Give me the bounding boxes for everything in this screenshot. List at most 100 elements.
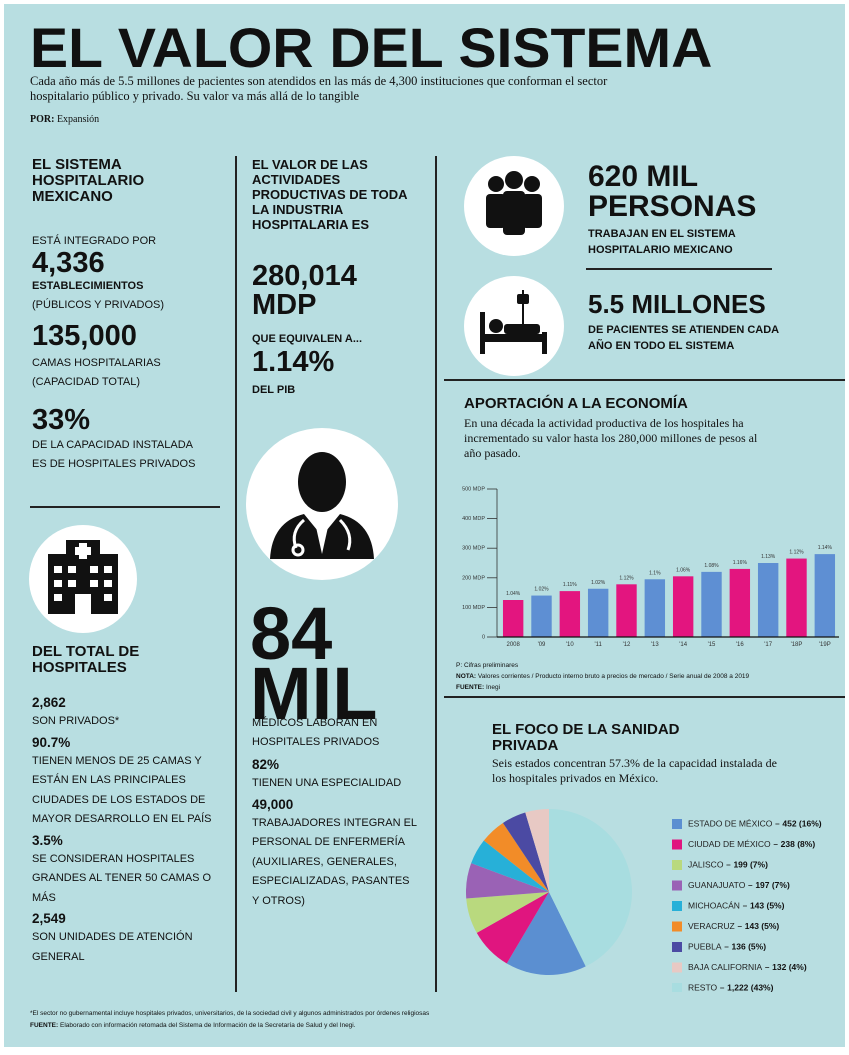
- infographic: EL VALOR DEL SISTEMA Cada año más de 5.5…: [4, 4, 845, 1047]
- legend-label: ESTADO DE MÉXICO: [688, 818, 773, 828]
- legend-swatch: [672, 983, 682, 992]
- section-divider: [444, 696, 845, 698]
- chart-subtitle: Seis estados concentran 57.3% de la capa…: [492, 756, 777, 785]
- legend-value: 1,222 (43%): [727, 982, 773, 992]
- x-tick-label: '11: [594, 642, 602, 648]
- subtitle: Cada año más de 5.5 millones de paciente…: [30, 74, 608, 103]
- footnote: *El sector no gubernamental incluye hosp…: [30, 1010, 430, 1017]
- stat-value: 82%: [252, 757, 280, 772]
- bar: [701, 571, 722, 637]
- bar: [531, 595, 552, 637]
- bar: [644, 579, 666, 637]
- byline-label: POR:: [30, 114, 55, 125]
- stat-list: 82% TIENEN UNA ESPECIALIDAD 49,000 TRABA…: [252, 756, 427, 913]
- bar: [502, 600, 524, 637]
- heading: EL SISTEMA HOSPITALARIO MEXICANO: [32, 156, 145, 205]
- chart-title: APORTACIÓN A LA ECONOMÍA: [464, 395, 688, 412]
- chart-note: NOTA: Valores corrientes / Producto inte…: [456, 671, 749, 682]
- bar: [587, 588, 609, 637]
- x-tick-label: '17: [764, 642, 772, 648]
- stat-value: 49,000: [252, 796, 294, 812]
- bar-annotation: 1.12%: [619, 575, 634, 581]
- label: DEL PIB: [252, 384, 296, 396]
- bar: [729, 568, 751, 637]
- bar-chart: 0 100 MDP 200 MDP 300 MDP 400 MDP 500 MDP 1.04…: [462, 486, 839, 648]
- legend-swatch: [672, 839, 682, 850]
- bar: [616, 584, 637, 637]
- chart-title: EL FOCO DE LA SANIDAD PRIVADA: [492, 721, 680, 754]
- legend-swatch: [672, 880, 682, 891]
- legend-label: RESTO: [688, 982, 718, 992]
- pie-slice: [476, 892, 549, 964]
- stat-label: TIENEN MENOS DE 25 CAMAS Y ESTÁN EN LAS …: [32, 754, 212, 826]
- stat-label: TIENEN UNA ESPECIALIDAD: [252, 777, 402, 789]
- pie-slice: [466, 863, 549, 899]
- legend-swatch: [672, 819, 682, 829]
- pie-slice: [506, 892, 586, 975]
- pie-slice: [483, 822, 549, 892]
- label: (PÚBLICOS Y PRIVADOS): [32, 299, 165, 311]
- legend-value: 136 (5%): [732, 941, 767, 951]
- bed-icon: [464, 276, 564, 376]
- y-tick-label: 100 MDP: [462, 605, 485, 611]
- bar-annotation: 1.06%: [676, 567, 691, 573]
- y-tick-label: 400 MDP: [462, 516, 485, 522]
- stat-value: 135,000: [32, 320, 137, 352]
- stat-value: 280,014 MDP: [252, 260, 357, 321]
- x-tick-label: '18P: [791, 642, 803, 648]
- label: TRABAJAN EN EL SISTEMA HOSPITALARIO MEXI…: [588, 228, 736, 256]
- x-tick-label: '10: [566, 642, 574, 648]
- stat-value: 4,336: [32, 247, 105, 279]
- x-tick-label: '16: [736, 642, 744, 648]
- heading: DEL TOTAL DE HOSPITALES: [32, 643, 140, 676]
- legend-label: VERACRUZ: [688, 921, 735, 931]
- section-divider: [586, 268, 772, 270]
- legend-value: 452 (16%): [782, 818, 821, 828]
- x-tick-label: '12: [623, 642, 631, 648]
- heading: EL VALOR DE LAS ACTIVIDADES PRODUCTIVAS …: [252, 157, 408, 232]
- bar: [672, 576, 694, 637]
- pie-slice: [502, 812, 549, 892]
- legend-value: 197 (7%): [755, 880, 790, 890]
- x-tick-label: '14: [679, 642, 687, 648]
- source-text: Elaborado con información retomada del S…: [59, 1022, 356, 1029]
- bar-annotation: 1.14%: [818, 545, 833, 551]
- people-icon: [464, 156, 564, 256]
- byline-text: Expansión: [56, 114, 100, 125]
- legend-value: 238 (8%): [781, 839, 816, 849]
- legend-label: MICHOACÁN: [688, 900, 740, 910]
- stat-label: SON UNIDADES DE ATENCIÓN GENERAL: [32, 931, 193, 963]
- stat-value: 2,549: [32, 911, 66, 926]
- label: DE LA CAPACIDAD INSTALADA ES DE HOSPITAL…: [32, 439, 196, 470]
- bar-annotation: 1.12%: [789, 550, 804, 556]
- legend-value: 132 (4%): [772, 962, 807, 972]
- legend-label: PUEBLA: [688, 941, 722, 951]
- stat-value: 620 MIL PERSONAS: [588, 160, 757, 223]
- pie-slice: [471, 840, 549, 892]
- legend-label: BAJA CALIFORNIA: [688, 962, 762, 972]
- legend-swatch: [672, 962, 682, 973]
- label: QUE EQUIVALEN A...: [252, 333, 363, 345]
- bar: [559, 591, 581, 637]
- bar-annotation: 1.02%: [534, 587, 549, 593]
- footer-source: FUENTE: Elaborado con información retoma…: [30, 1020, 356, 1031]
- stat-value: 33%: [32, 404, 91, 436]
- bar: [786, 558, 807, 637]
- note-text: Valores corrientes / Producto interno br…: [477, 673, 750, 680]
- source-label: FUENTE:: [30, 1022, 59, 1029]
- x-tick-label: 2008: [506, 642, 520, 648]
- stat-label: SE CONSIDERAN HOSPITALES GRANDES AL TENE…: [32, 852, 212, 904]
- legend-value: 143 (5%): [745, 921, 780, 931]
- chart-source: FUENTE: Inegi: [456, 682, 500, 693]
- label: CAMAS HOSPITALARIAS (CAPACIDAD TOTAL): [32, 357, 161, 388]
- legend-swatch: [672, 921, 682, 932]
- stat-label: SON PRIVADOS*: [32, 715, 120, 727]
- stat-value: 2,862: [32, 695, 66, 710]
- section-divider: [444, 379, 845, 381]
- y-tick-label: 0: [482, 634, 485, 640]
- stat-value: 3.5%: [32, 832, 63, 848]
- chart-subtitle: En una década la actividad productiva de…: [464, 416, 758, 460]
- title: EL VALOR DEL SISTEMA: [30, 16, 713, 79]
- source-label: FUENTE:: [456, 684, 485, 691]
- bar-annotation: 1.04%: [506, 591, 521, 597]
